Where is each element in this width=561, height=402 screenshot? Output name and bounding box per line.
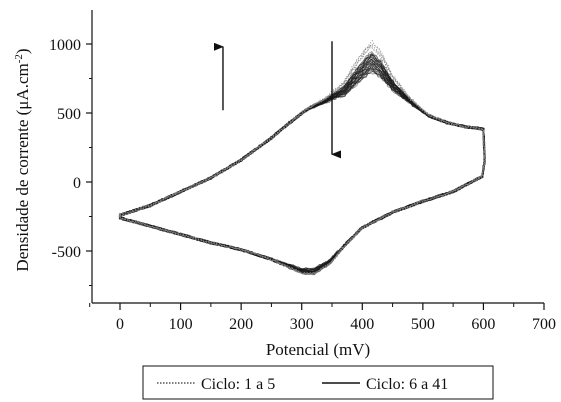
cycle-curve-solid: [119, 52, 486, 275]
x-tick-label: 200: [229, 316, 253, 333]
y-axis-title: Densidade de corrente (μA.cm-2): [13, 48, 32, 271]
x-tick-label: 600: [471, 316, 495, 333]
cycle-curve-dotted: [118, 44, 486, 276]
cycle-curve-solid: [118, 56, 486, 274]
cycle-curve-solid: [120, 62, 486, 272]
cycle-curve-solid: [119, 62, 486, 273]
cycle-curve-dotted: [119, 39, 486, 275]
cycle-curve-solid: [118, 58, 486, 274]
cycle-curve-solid: [119, 53, 486, 275]
legend-label-solid: Ciclo: 6 a 41: [366, 376, 448, 393]
cycle-curve-dotted: [119, 43, 487, 275]
cycle-curve-solid: [119, 67, 486, 271]
cycle-curve-solid: [118, 65, 486, 271]
cycle-curve-solid: [119, 66, 486, 272]
cycle-curve-solid: [118, 54, 486, 274]
cycle-curve-solid: [118, 69, 485, 270]
x-axis-title: Potencial (mV): [266, 340, 370, 359]
cycle-curve-solid: [119, 68, 486, 270]
cycle-curve-solid: [119, 67, 486, 271]
x-tick-label: 700: [532, 316, 556, 333]
cycle-curve-solid: [120, 52, 486, 276]
cycle-curve-solid: [119, 68, 486, 271]
cycle-curve-solid: [118, 64, 486, 272]
cycle-curve-solid: [119, 58, 486, 274]
y-axis-title-close: ): [13, 48, 32, 54]
cycle-curve-dotted: [118, 46, 486, 276]
cycle-curve-solid: [118, 59, 486, 273]
x-tick-label: 500: [411, 316, 435, 333]
cycle-curve-solid: [118, 56, 486, 273]
cycle-curve-solid: [118, 54, 486, 275]
legend-box: [142, 365, 494, 400]
curve-group: [118, 39, 487, 276]
y-tick-group: -500 0 500 1000: [49, 37, 92, 286]
cycle-curve-solid: [118, 61, 486, 272]
legend-label-dotted: Ciclo: 1 a 5: [201, 376, 275, 393]
legend: Ciclo: 1 a 5 Ciclo: 6 a 41: [142, 365, 494, 400]
cycle-curve-solid: [119, 60, 486, 273]
x-tick-label: 300: [290, 316, 314, 333]
x-tick-group: 0 100 200 300 400 500 600 700: [89, 303, 556, 333]
cycle-curve-solid: [119, 61, 486, 272]
x-tick-label: 100: [169, 316, 193, 333]
cycle-curve-solid: [119, 58, 486, 274]
cycle-curve-dotted: [119, 44, 486, 275]
cycle-curve-solid: [118, 58, 486, 273]
cycle-curve-solid: [119, 54, 486, 274]
y-tick-label: -500: [52, 244, 81, 261]
y-axis-title-main: Densidade de corrente (μA.cm: [13, 63, 32, 271]
y-tick-label: 500: [57, 106, 81, 123]
cycle-curve-solid: [119, 54, 486, 275]
arrow-group: [213, 41, 341, 159]
y-tick-label: 0: [73, 175, 81, 192]
cycle-curve-solid: [119, 65, 486, 271]
cycle-curve-solid: [119, 70, 486, 270]
cycle-curve-solid: [119, 70, 486, 271]
cycle-curve-solid: [119, 56, 486, 274]
cycle-curve-solid: [120, 72, 486, 270]
x-tick-label: 0: [116, 316, 124, 333]
cycle-curve-solid: [118, 51, 486, 276]
y-axis-title-sup: -2: [13, 54, 25, 63]
x-tick-label: 400: [350, 316, 374, 333]
cycle-curve-solid: [118, 63, 486, 272]
y-tick-label: 1000: [49, 37, 81, 54]
cycle-curve-solid: [118, 63, 486, 272]
cycle-curve-solid: [119, 63, 486, 273]
